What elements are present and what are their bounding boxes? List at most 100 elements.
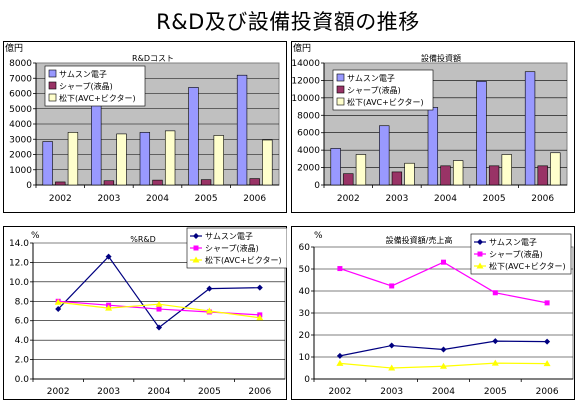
legend-label: シャープ(液晶)	[489, 249, 543, 259]
y-tick-label: 6.0	[15, 317, 30, 327]
page-title: R&D及び設備投資額の推移	[156, 10, 420, 34]
bar	[55, 181, 66, 186]
point-marker	[205, 307, 213, 314]
legend-swatch	[48, 81, 57, 90]
point-marker	[156, 324, 162, 331]
point-marker	[206, 285, 213, 292]
x-tick-label: 2005	[198, 387, 221, 397]
point-marker	[336, 352, 343, 359]
bar	[427, 107, 439, 186]
legend	[186, 227, 287, 269]
y-tick-label: 60	[299, 243, 311, 253]
y-tick-label: 50	[299, 265, 311, 275]
x-tick-label: 2002	[328, 387, 351, 397]
y-tick-label: 2000	[297, 164, 320, 174]
y-tick-label: 6000	[9, 90, 32, 100]
x-tick-label: 2004	[148, 387, 171, 397]
y-tick-label: 14000	[291, 59, 320, 69]
bar	[501, 154, 512, 186]
rd-ratio-chart: 0.0 2.0 4.0 6.0 8.0 10.0 12.0 14.0% %R&D 2002 2003…	[3, 226, 287, 400]
x-tick-label: 2006	[536, 387, 559, 397]
x-tick-label: 2003	[97, 387, 120, 397]
legend-swatch	[48, 93, 57, 102]
x-tick-label: 2002	[47, 387, 70, 397]
bar	[488, 165, 500, 186]
bar	[524, 71, 536, 186]
y-tick-label: 10	[299, 353, 311, 363]
point-marker	[256, 314, 264, 321]
legend-label: サムスン電子	[489, 238, 537, 247]
bar	[391, 171, 403, 186]
y-tick-label: 0	[304, 375, 310, 385]
legend-label: サムスン電子	[347, 74, 395, 83]
point-marker	[441, 259, 446, 265]
point-marker	[337, 266, 343, 272]
point-marker	[388, 364, 396, 371]
bar	[404, 162, 415, 186]
x-tick-label: 2002	[337, 194, 360, 204]
y-tick-label: 0	[314, 181, 320, 191]
bar	[330, 148, 341, 186]
x-tick-label: 2003	[97, 194, 120, 204]
bar	[152, 179, 163, 186]
legend-label: 松下(AVC+ビクター)	[59, 93, 136, 103]
point-marker	[105, 304, 113, 311]
y-tick-label: 14.0	[9, 239, 29, 249]
y-unit-label: 億円	[293, 42, 311, 54]
bar	[164, 130, 176, 186]
x-tick-label: 2005	[483, 194, 506, 204]
bar	[537, 165, 548, 186]
point-marker	[440, 346, 447, 353]
legend	[470, 233, 572, 275]
x-tick-label: 2002	[49, 194, 72, 204]
y-tick-label: 12.0	[9, 258, 29, 268]
legend-label: 松下(AVC+ビクター)	[489, 261, 566, 271]
legend-marker	[477, 239, 483, 245]
chart-title: 設備投資額/売上高	[386, 235, 453, 245]
point-marker	[155, 300, 163, 307]
y-tick-label: 4000	[297, 146, 320, 156]
point-marker	[544, 300, 550, 306]
y-unit-label: %	[314, 231, 323, 241]
point-marker	[544, 338, 551, 345]
legend-label: 松下(AVC+ビクター)	[347, 97, 424, 107]
point-marker	[440, 362, 447, 369]
legend	[44, 65, 146, 107]
point-marker	[54, 298, 62, 305]
x-tick-label: 2006	[248, 387, 271, 397]
x-tick-label: 2005	[195, 194, 218, 204]
y-tick-label: 40	[299, 287, 311, 297]
y-tick-label: 0.0	[15, 375, 30, 385]
point-marker	[156, 306, 162, 312]
y-tick-label: 8.0	[15, 297, 30, 307]
bar	[550, 152, 561, 186]
point-marker	[55, 306, 62, 313]
y-tick-label: 10000	[291, 94, 320, 104]
chart-title: 設備投資額	[421, 53, 461, 63]
y-tick-label: 2.0	[15, 356, 30, 366]
bar	[139, 132, 151, 186]
legend-label: シャープ(液晶)	[59, 81, 113, 91]
y-tick-label: 30	[299, 309, 311, 319]
bar	[103, 180, 115, 186]
point-marker	[492, 290, 498, 296]
capex-ratio-chart: 0 10 20 30 40 50 60% 設備投資額/売上高 2002 2003 2004 2005 2…	[291, 226, 575, 400]
legend-label: サムスン電子	[59, 70, 107, 79]
y-tick-label: 5000	[9, 105, 32, 115]
point-marker	[543, 360, 551, 367]
x-tick-label: 2005	[484, 387, 507, 397]
chart-title: %R&D	[130, 235, 156, 244]
y-tick-label: 2000	[9, 151, 32, 161]
legend	[332, 69, 434, 111]
y-unit-label: %	[31, 231, 40, 241]
legend-label: シャープ(液晶)	[205, 243, 259, 253]
legend-label: サムスン電子	[205, 232, 253, 241]
y-tick-label: 1000	[9, 166, 32, 176]
y-tick-label: 8000	[9, 59, 32, 69]
x-tick-label: 2006	[243, 194, 266, 204]
point-marker	[105, 253, 112, 260]
legend-marker	[193, 233, 199, 239]
legend-swatch	[336, 73, 345, 82]
y-tick-label: 20	[299, 331, 311, 341]
point-marker	[389, 283, 395, 289]
